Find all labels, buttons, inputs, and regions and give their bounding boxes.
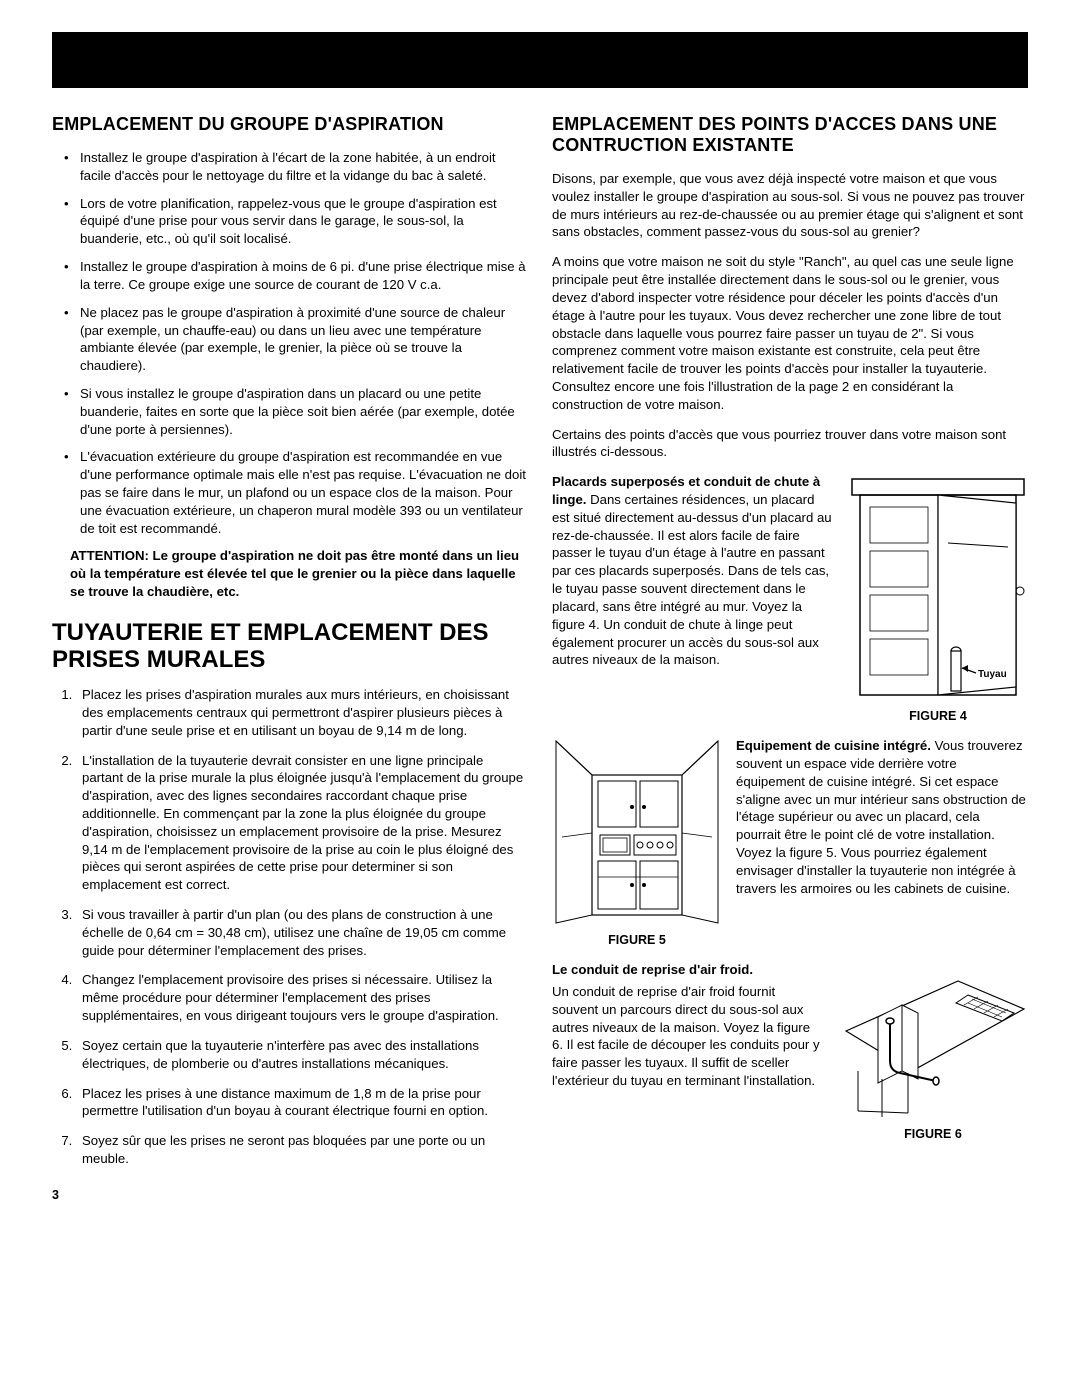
left-column: EMPLACEMENT DU GROUPE D'ASPIRATION Insta…: [52, 114, 528, 1202]
right-para3: Certains des points d'accès que vous pou…: [552, 426, 1028, 462]
number-item: Placez les prises d'aspiration murales a…: [76, 686, 528, 739]
tuyau-label: Tuyau: [978, 669, 1007, 680]
bullet-item: Ne placez pas le groupe d'aspiration à p…: [70, 304, 528, 375]
number-item: Placez les prises à une distance maximum…: [76, 1085, 528, 1121]
bullet-item: Si vous installez le groupe d'aspiration…: [70, 385, 528, 438]
attention-warning: ATTENTION: Le groupe d'aspiration ne doi…: [52, 547, 528, 600]
closet-illustration: Tuyau: [848, 473, 1028, 703]
figure6-caption: FIGURE 6: [904, 1127, 962, 1141]
number-item: Changez l'emplacement provisoire des pri…: [76, 971, 528, 1024]
page: EMPLACEMENT DU GROUPE D'ASPIRATION Insta…: [0, 0, 1080, 1242]
figure5-text: Equipement de cuisine intégré. Vous trou…: [736, 737, 1028, 897]
figure4-image-wrap: Tuyau FIGURE 4: [848, 473, 1028, 723]
figure6-text: Le conduit de reprise d'air froid. Un co…: [552, 961, 824, 1090]
figure5-image-wrap: FIGURE 5: [552, 737, 722, 947]
number-item: Si vous travailler à partir d'un plan (o…: [76, 906, 528, 959]
bullet-item: Installez le groupe d'aspiration à l'éca…: [70, 149, 528, 185]
left-section2-title: TUYAUTERIE ET EMPLACEMENT DES PRISES MUR…: [52, 619, 528, 674]
warn-lead: ATTENTION:: [70, 548, 153, 563]
figure6-image-wrap: FIGURE 6: [838, 961, 1028, 1141]
right-section-title: EMPLACEMENT DES POINTS D'ACCES DANS UNE …: [552, 114, 1028, 156]
right-para1: Disons, par exemple, que vous avez déjà …: [552, 170, 1028, 241]
figure6-row: Le conduit de reprise d'air froid. Un co…: [552, 961, 1028, 1141]
figure6-lead: Le conduit de reprise d'air froid.: [552, 961, 824, 979]
left-section1-title: EMPLACEMENT DU GROUPE D'ASPIRATION: [52, 114, 528, 135]
number-item: L'installation de la tuyauterie devrait …: [76, 752, 528, 895]
bullet-item: Installez le groupe d'aspiration à moins…: [70, 258, 528, 294]
bullet-item: Lors de votre planification, rappelez-vo…: [70, 195, 528, 248]
figure5-lead: Equipement de cuisine intégré.: [736, 738, 931, 753]
two-column-layout: EMPLACEMENT DU GROUPE D'ASPIRATION Insta…: [52, 114, 1028, 1202]
figure4-body: Dans certaines résidences, un placard es…: [552, 492, 832, 667]
duct-illustration: [838, 961, 1028, 1121]
right-para2: A moins que votre maison ne soit du styl…: [552, 253, 1028, 413]
figure5-body: Vous trouverez souvent un espace vide de…: [736, 738, 1026, 896]
tuyauterie-number-list: Placez les prises d'aspiration murales a…: [52, 686, 528, 1168]
bullet-item: L'évacuation extérieure du groupe d'aspi…: [70, 448, 528, 537]
figure5-row: FIGURE 5 Equipement de cuisine intégré. …: [552, 737, 1028, 947]
figure5-caption: FIGURE 5: [608, 933, 666, 947]
page-number: 3: [52, 1188, 528, 1202]
figure4-text: Placards superposés et conduit de chute …: [552, 473, 834, 669]
aspiration-bullet-list: Installez le groupe d'aspiration à l'éca…: [52, 149, 528, 537]
number-item: Soyez certain que la tuyauterie n'interf…: [76, 1037, 528, 1073]
kitchen-illustration: [552, 737, 722, 927]
number-item: Soyez sûr que les prises ne seront pas b…: [76, 1132, 528, 1168]
header-black-bar: [52, 32, 1028, 88]
figure4-caption: FIGURE 4: [909, 709, 967, 723]
right-column: EMPLACEMENT DES POINTS D'ACCES DANS UNE …: [552, 114, 1028, 1202]
figure6-body: Un conduit de reprise d'air froid fourni…: [552, 984, 820, 1088]
figure4-row: Placards superposés et conduit de chute …: [552, 473, 1028, 723]
